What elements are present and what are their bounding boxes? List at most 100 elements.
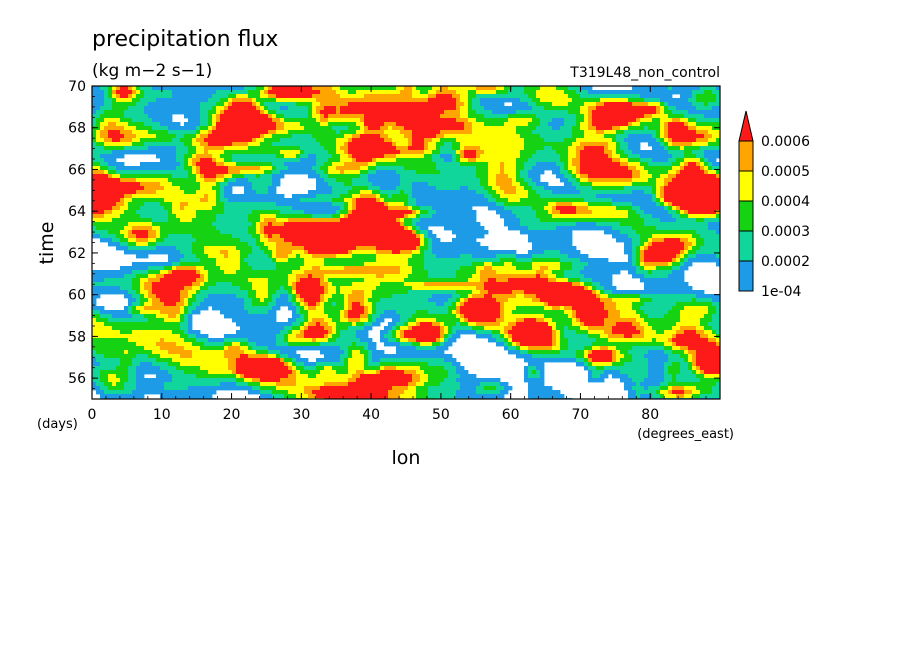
heat-cell [96, 158, 101, 163]
heat-cell [108, 98, 113, 103]
heat-cell [428, 174, 433, 179]
heat-cell [92, 210, 97, 215]
heat-cell [436, 182, 441, 187]
heat-cell [200, 202, 205, 207]
heat-cell [488, 118, 493, 123]
heat-cell [424, 134, 429, 139]
heat-cell [204, 106, 209, 111]
heat-cell [432, 206, 437, 211]
heat-cell [536, 202, 541, 207]
heat-cell [704, 182, 709, 187]
heat-cell [444, 162, 449, 167]
heat-cell [404, 174, 409, 179]
heat-cell [612, 122, 617, 127]
heat-cell [188, 86, 193, 91]
heat-cell [632, 190, 637, 195]
heat-cell [596, 90, 601, 95]
heat-cell [160, 186, 165, 191]
heat-cell [380, 122, 385, 127]
heat-cell [224, 134, 229, 139]
heat-cell [372, 122, 377, 127]
heat-cell [352, 86, 357, 91]
heat-cell [104, 118, 109, 123]
heat-cell [444, 106, 449, 111]
heat-cell [644, 102, 649, 107]
heat-cell [512, 154, 517, 159]
heat-cell [376, 174, 381, 179]
heat-cell [472, 130, 477, 135]
heat-cell [612, 198, 617, 203]
heat-cell [504, 178, 509, 183]
heat-cell [104, 162, 109, 167]
heat-cell [404, 214, 409, 219]
heat-cell [116, 98, 121, 103]
heat-cell [640, 158, 645, 163]
heat-cell [408, 142, 413, 147]
heat-cell [128, 118, 133, 123]
heat-cell [400, 98, 405, 103]
heat-cell [352, 94, 357, 99]
heat-cell [248, 198, 253, 203]
heat-cell [236, 142, 241, 147]
heat-cell [100, 214, 105, 219]
heat-cell [268, 178, 273, 183]
heat-cell [592, 142, 597, 147]
heat-cell [456, 182, 461, 187]
heat-cell [696, 90, 701, 95]
heat-cell [448, 214, 453, 219]
heat-cell [376, 146, 381, 151]
heat-cell [712, 158, 717, 163]
heat-cell [128, 138, 133, 143]
heat-cell [272, 110, 277, 115]
heat-cell [372, 182, 377, 187]
heat-cell [620, 178, 625, 183]
heat-cell [108, 178, 113, 183]
heat-cell [468, 194, 473, 199]
heat-cell [388, 110, 393, 115]
heat-cell [184, 114, 189, 119]
heat-cell [656, 202, 661, 207]
heat-cell [560, 110, 565, 115]
heat-cell [148, 106, 153, 111]
heat-cell [316, 118, 321, 123]
heat-cell [568, 150, 573, 155]
heat-cell [636, 210, 641, 215]
heat-cell [664, 162, 669, 167]
heat-cell [584, 106, 589, 111]
heat-cell [492, 194, 497, 199]
heat-cell [112, 170, 117, 175]
heat-cell [668, 146, 673, 151]
heat-cell [168, 154, 173, 159]
heat-cell [576, 118, 581, 123]
heat-cell [460, 182, 465, 187]
heat-cell [220, 86, 225, 91]
heat-cell [624, 210, 629, 215]
heat-cell [600, 126, 605, 131]
heat-cell [124, 202, 129, 207]
heat-cell [188, 186, 193, 191]
heat-cell [536, 150, 541, 155]
heat-cell [428, 170, 433, 175]
heat-cell [112, 190, 117, 195]
heat-cell [636, 134, 641, 139]
heat-cell [384, 86, 389, 91]
heat-cell [680, 146, 685, 151]
heat-cell [544, 194, 549, 199]
heat-cell [276, 146, 281, 151]
heat-cell [208, 198, 213, 203]
heat-cell [568, 86, 573, 91]
heat-cell [236, 98, 241, 103]
heat-cell [352, 190, 357, 195]
heat-cell [448, 158, 453, 163]
heat-cell [160, 134, 165, 139]
heat-cell [636, 98, 641, 103]
heat-cell [212, 206, 217, 211]
heat-cell [196, 114, 201, 119]
heat-cell [484, 178, 489, 183]
heat-cell [96, 154, 101, 159]
heat-cell [700, 190, 705, 195]
heat-cell [228, 130, 233, 135]
heat-cell [652, 210, 657, 215]
heat-cell [496, 198, 501, 203]
heat-cell [96, 178, 101, 183]
